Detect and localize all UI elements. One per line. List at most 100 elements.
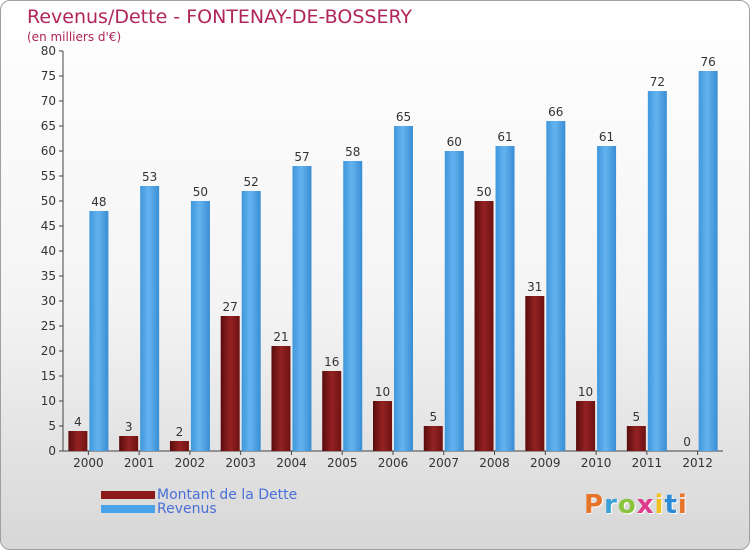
x-tick-label: 2008: [479, 456, 510, 470]
bar-revenus: [140, 186, 160, 451]
y-tick-label: 25: [41, 319, 56, 333]
logo-letter: P: [584, 490, 605, 520]
data-label: 3: [125, 420, 133, 434]
bar-dette: [373, 401, 392, 451]
y-tick-label: 80: [41, 44, 56, 58]
chart-title: Revenus/Dette - FONTENAY-DE-BOSSERY: [27, 6, 413, 28]
bar-dette: [525, 296, 545, 451]
x-axis: 2000 2001 2002 2003 2004 2005 2006 2007 2008 2009…: [63, 450, 723, 470]
bar-revenus: [89, 211, 109, 451]
data-label: 16: [324, 355, 339, 369]
data-label: 31: [527, 280, 542, 294]
y-tick-label: 75: [41, 69, 56, 83]
logo-letter: i: [654, 490, 665, 520]
data-label: 61: [599, 130, 614, 144]
data-label: 21: [273, 330, 288, 344]
x-tick-label: 2006: [378, 456, 409, 470]
y-tick-label: 40: [41, 244, 56, 258]
bar-revenus: [597, 146, 617, 451]
y-tick-label: 30: [41, 294, 56, 308]
x-tick-label: 2012: [682, 456, 713, 470]
data-label: 0: [683, 435, 691, 449]
data-label: 61: [497, 130, 512, 144]
y-tick-label: 45: [41, 219, 56, 233]
y-tick-label: 50: [41, 194, 56, 208]
data-label: 52: [244, 175, 259, 189]
x-tick-label: 2010: [581, 456, 612, 470]
data-label: 4: [74, 415, 82, 429]
data-label: 5: [633, 410, 641, 424]
x-tick-label: 2007: [428, 456, 459, 470]
data-label: 66: [548, 105, 563, 119]
data-label: 48: [91, 195, 106, 209]
bar-dette: [68, 431, 88, 451]
bar-revenus: [394, 126, 413, 451]
bar-dette: [169, 441, 189, 451]
bar-revenus: [190, 201, 210, 451]
x-tick-label: 2011: [632, 456, 663, 470]
bar-revenus: [444, 151, 464, 451]
x-tick-label: 2005: [327, 456, 358, 470]
bar-revenus: [647, 91, 667, 451]
y-tick-label: 60: [41, 144, 56, 158]
y-axis: 0 5 10 15 20 25 30 35 40 45 50 55 60 65 70 75 80: [41, 44, 64, 458]
x-tick-label: 2004: [276, 456, 307, 470]
bar-dette: [271, 346, 291, 451]
data-label: 53: [142, 170, 157, 184]
data-label: 2: [176, 425, 184, 439]
bar-dette: [119, 436, 139, 451]
logo-letter: t: [664, 490, 678, 520]
y-tick-label: 10: [41, 394, 56, 408]
legend-swatch-dette: [101, 491, 155, 499]
data-label: 10: [375, 385, 390, 399]
bar-dette: [423, 426, 443, 451]
x-tick-label: 2009: [530, 456, 561, 470]
legend-swatch-revenus: [101, 505, 155, 513]
data-label: 57: [294, 150, 309, 164]
x-tick-label: 2000: [73, 456, 104, 470]
bar-revenus: [292, 166, 312, 451]
x-tick-label: 2003: [225, 456, 256, 470]
bar-revenus: [343, 161, 363, 451]
bars: [68, 71, 718, 451]
bar-dette: [474, 201, 494, 451]
x-tick-label: 2002: [175, 456, 206, 470]
legend-label-revenus: Revenus: [157, 501, 217, 517]
bar-dette: [626, 426, 646, 451]
bar-revenus: [495, 146, 515, 451]
logo-letter: i: [677, 490, 688, 520]
y-tick-label: 0: [48, 444, 56, 458]
bar-dette: [576, 401, 596, 451]
proxiti-logo: Proxiti: [584, 490, 688, 520]
data-label: 58: [345, 145, 360, 159]
logo-letter: o: [617, 490, 637, 520]
logo-letter: r: [604, 490, 618, 520]
legend-label-dette: Montant de la Dette: [157, 487, 298, 503]
y-tick-label: 55: [41, 169, 56, 183]
y-tick-label: 65: [41, 119, 56, 133]
y-tick-label: 20: [41, 344, 56, 358]
bar-revenus: [241, 191, 261, 451]
data-label: 27: [223, 300, 238, 314]
data-label: 5: [429, 410, 437, 424]
chart-subtitle: (en milliers d'€): [27, 30, 122, 44]
data-label: 50: [193, 185, 208, 199]
logo-letter: x: [636, 490, 655, 520]
y-tick-label: 70: [41, 94, 56, 108]
data-label: 72: [650, 75, 665, 89]
bar-dette: [220, 316, 240, 451]
data-label: 50: [476, 185, 491, 199]
y-tick-label: 5: [48, 419, 56, 433]
x-tick-label: 2001: [124, 456, 155, 470]
data-label: 60: [447, 135, 462, 149]
bar-dette: [322, 371, 342, 451]
data-label: 65: [396, 110, 411, 124]
bar-revenus: [546, 121, 566, 451]
data-label: 76: [700, 55, 715, 69]
data-label: 10: [578, 385, 593, 399]
bar-revenus: [698, 71, 718, 451]
y-tick-label: 35: [41, 269, 56, 283]
